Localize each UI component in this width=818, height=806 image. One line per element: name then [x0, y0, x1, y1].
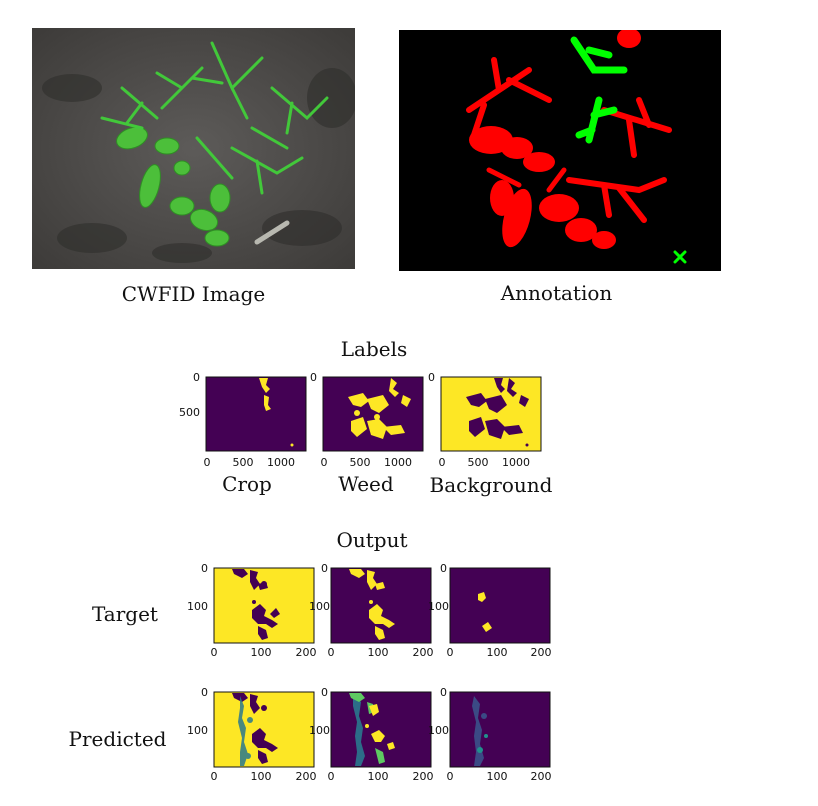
predicted-plot-2 [330, 691, 432, 768]
x-tick: 100 [486, 770, 508, 783]
row-label-target: Target [92, 602, 158, 626]
labels-plot-name-background: Background [429, 473, 553, 497]
labels-plot-name-weed: Weed [338, 472, 394, 496]
x-tick: 100 [250, 770, 272, 783]
x-tick: 500 [349, 456, 371, 469]
x-tick: 0 [210, 770, 218, 783]
target-plot-3 [449, 567, 551, 644]
y-tick: 0 [440, 686, 447, 699]
y-tick: 100 [187, 600, 208, 613]
y-tick: 0 [201, 686, 208, 699]
y-tick: 0 [201, 562, 208, 575]
output-title: Output [336, 528, 408, 552]
cwfid-image [32, 28, 357, 269]
x-tick: 100 [367, 770, 389, 783]
y-tick: 0 [193, 371, 200, 384]
y-tick: 100 [309, 600, 330, 613]
x-tick: 0 [438, 456, 446, 469]
y-tick: 0 [310, 371, 317, 384]
x-tick: 500 [232, 456, 254, 469]
y-tick: 0 [321, 562, 328, 575]
x-tick: 1000 [384, 456, 412, 469]
labels-plot-crop [205, 376, 307, 452]
x-tick: 100 [486, 646, 508, 659]
x-tick: 0 [327, 646, 335, 659]
target-plot-1 [213, 567, 315, 644]
x-tick: 200 [412, 770, 434, 783]
x-tick: 200 [530, 646, 552, 659]
x-tick: 0 [320, 456, 328, 469]
y-tick: 0 [428, 371, 435, 384]
x-tick: 500 [467, 456, 489, 469]
y-tick: 100 [309, 724, 330, 737]
y-tick: 100 [187, 724, 208, 737]
cwfid-image-caption: CWFID Image [121, 282, 266, 306]
x-tick: 200 [295, 646, 317, 659]
predicted-plot-3 [449, 691, 551, 768]
annotation-caption: Annotation [500, 281, 613, 305]
x-tick: 200 [295, 770, 317, 783]
x-tick: 100 [367, 646, 389, 659]
y-tick: 0 [440, 562, 447, 575]
row-label-predicted: Predicted [68, 727, 167, 751]
x-tick: 200 [530, 770, 552, 783]
labels-plot-name-crop: Crop [222, 472, 272, 496]
x-tick: 0 [203, 456, 211, 469]
x-tick: 0 [446, 770, 454, 783]
x-tick: 100 [250, 646, 272, 659]
y-tick: 100 [428, 600, 449, 613]
target-plot-2 [330, 567, 432, 644]
labels-title: Labels [340, 337, 408, 361]
y-tick: 100 [428, 724, 449, 737]
x-tick: 1000 [267, 456, 295, 469]
x-tick: 0 [446, 646, 454, 659]
x-tick: 200 [412, 646, 434, 659]
y-tick: 0 [321, 686, 328, 699]
x-tick: 0 [210, 646, 218, 659]
annotation-image [399, 28, 721, 271]
y-tick: 500 [179, 406, 200, 419]
labels-plot-weed [322, 376, 424, 452]
labels-plot-background [440, 376, 542, 452]
predicted-plot-1 [213, 691, 315, 768]
x-tick: 0 [327, 770, 335, 783]
x-tick: 1000 [502, 456, 530, 469]
